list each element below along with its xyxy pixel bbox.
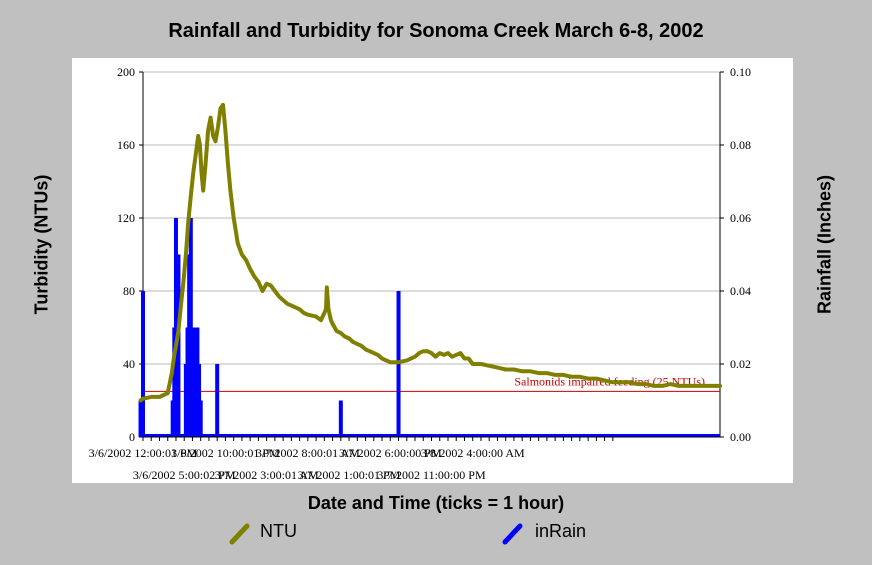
ntu-line bbox=[138, 102, 722, 403]
rain-bar bbox=[198, 400, 203, 437]
x-tick-label: 3/7/2002 1:00:01 PM bbox=[298, 468, 401, 482]
x-tick-label: 3/7/2002 6:00:00 PM bbox=[339, 446, 442, 460]
y-tick-label-right: 0.10 bbox=[730, 65, 751, 79]
y-tick-label-right: 0.00 bbox=[730, 430, 751, 444]
rain-bar bbox=[338, 400, 343, 437]
rain-bar bbox=[173, 218, 178, 437]
x-axis: 3/6/2002 12:00:01 PM3/6/2002 10:00:01 PM… bbox=[89, 437, 614, 482]
legend-ntu-swatch bbox=[229, 523, 250, 545]
rain-series bbox=[138, 218, 720, 437]
chart-title: Rainfall and Turbidity for Sonoma Creek … bbox=[168, 20, 704, 42]
y-tick-label-left: 160 bbox=[117, 138, 135, 152]
y-tick-label-left: 80 bbox=[123, 284, 135, 298]
y-axis-left: 0 40 80 120 160 200 bbox=[117, 65, 144, 444]
grid-lines bbox=[143, 71, 720, 365]
x-tick-label: 3/7/2002 11:00:00 PM bbox=[377, 468, 486, 482]
x-tick-label: 3/6/2002 10:00:01 PM bbox=[171, 446, 280, 460]
y-tick-label-right: 0.04 bbox=[730, 284, 751, 298]
rain-bar bbox=[141, 291, 145, 437]
x-tick-label: 3/6/2002 5:00:02 PM bbox=[133, 468, 236, 482]
y-tick-label-right: 0.06 bbox=[730, 211, 751, 225]
x-tick-label: 3/7/2002 8:00:01 AM bbox=[256, 446, 360, 460]
y-tick-label-left: 120 bbox=[117, 211, 135, 225]
y-tick-label-left: 0 bbox=[129, 430, 135, 444]
y-tick-label-right: 0.08 bbox=[730, 138, 751, 152]
rain-bar bbox=[215, 364, 220, 437]
x-tick-label: 3/7/2002 3:00:01 AM bbox=[215, 468, 319, 482]
rain-baseline bbox=[143, 434, 720, 437]
y-axis-right: 0.00 0.02 0.04 0.06 0.08 0.10 bbox=[719, 65, 751, 444]
x-tick-label: 3/8/2002 4:00:00 AM bbox=[421, 446, 525, 460]
y-tick-label-left: 200 bbox=[117, 65, 135, 79]
ntu-series bbox=[138, 102, 722, 403]
rain-bar bbox=[188, 218, 193, 437]
x-tick-label: 3/6/2002 12:00:01 PM bbox=[89, 446, 198, 460]
legend-inrain-label: inRain bbox=[535, 521, 587, 541]
y-tick-label-left: 40 bbox=[123, 357, 135, 371]
legend-ntu-label: NTU bbox=[260, 521, 297, 541]
legend-inrain-swatch bbox=[502, 523, 523, 545]
x-axis-title: Date and Time (ticks = 1 hour) bbox=[307, 493, 565, 513]
y-tick-label-right: 0.02 bbox=[730, 357, 751, 371]
rain-bar bbox=[176, 254, 181, 437]
rain-bar bbox=[138, 400, 143, 437]
